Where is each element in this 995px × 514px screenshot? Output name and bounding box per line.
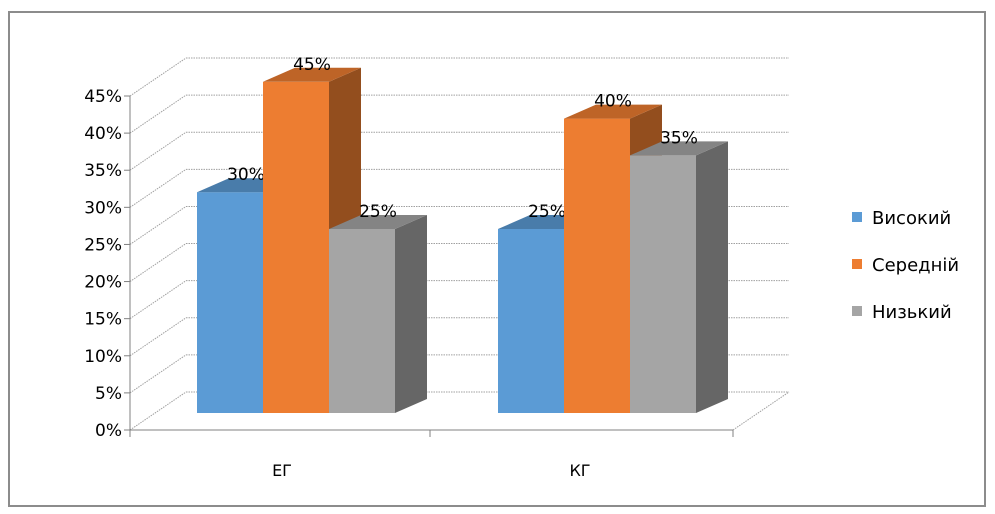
x-category-label: КГ xyxy=(569,461,590,480)
y-tick-label: 25% xyxy=(84,235,122,255)
bar xyxy=(329,215,427,413)
data-label: 30% xyxy=(227,165,265,185)
chart-plot-area: 0% 5% 10% 15% 20% 25% 30% 35% 40% 45% 30% 45% 25% ЕГ 2… xyxy=(84,55,790,480)
bar-front xyxy=(630,155,696,413)
bar-top xyxy=(630,141,728,156)
bar-front xyxy=(498,229,564,413)
side-gridline xyxy=(129,280,187,320)
y-tick-label: 5% xyxy=(95,384,122,404)
legend-swatch xyxy=(852,212,862,222)
bar-side xyxy=(696,141,728,413)
y-tick-label: 10% xyxy=(84,347,122,367)
side-gridline xyxy=(129,243,187,282)
legend-swatch xyxy=(852,306,862,316)
bar-front xyxy=(329,229,395,413)
y-tick-label: 0% xyxy=(95,421,122,441)
legend-label: Високий xyxy=(872,208,951,229)
legend: Високий Середній Низький xyxy=(852,208,959,323)
data-label: 25% xyxy=(359,202,397,222)
bar-front xyxy=(564,118,630,413)
side-gridline xyxy=(129,206,187,245)
side-gridline xyxy=(129,317,187,357)
bar-side xyxy=(395,215,427,413)
data-label: 45% xyxy=(293,55,331,75)
y-tick-label: 40% xyxy=(84,124,122,144)
x-category-label: ЕГ xyxy=(272,461,292,480)
y-tick-label: 15% xyxy=(84,310,122,330)
floor-edge xyxy=(732,391,790,431)
side-gridline xyxy=(129,131,187,171)
data-label: 40% xyxy=(594,92,632,112)
data-label: 25% xyxy=(528,202,566,222)
bar-top xyxy=(564,104,662,119)
side-gridline xyxy=(129,94,187,134)
bar-top xyxy=(263,67,361,82)
y-tick-label: 20% xyxy=(84,273,122,293)
side-gridline xyxy=(129,168,187,208)
bar-top xyxy=(329,215,427,229)
bar xyxy=(630,141,728,413)
data-label: 35% xyxy=(660,128,698,148)
y-tick-label: 35% xyxy=(84,161,122,181)
side-gridline xyxy=(129,354,187,394)
chart-frame xyxy=(8,11,986,507)
side-gridline xyxy=(129,391,187,431)
bar-front xyxy=(263,81,329,414)
legend-swatch xyxy=(852,259,862,269)
bar-front xyxy=(197,192,263,413)
side-gridline xyxy=(129,57,187,97)
legend-label: Низький xyxy=(872,302,952,323)
y-tick-label: 30% xyxy=(84,198,122,218)
legend-label: Середній xyxy=(872,255,959,276)
y-tick-label: 45% xyxy=(84,87,122,107)
